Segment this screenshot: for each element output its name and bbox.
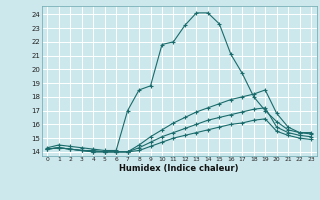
X-axis label: Humidex (Indice chaleur): Humidex (Indice chaleur)	[119, 164, 239, 173]
